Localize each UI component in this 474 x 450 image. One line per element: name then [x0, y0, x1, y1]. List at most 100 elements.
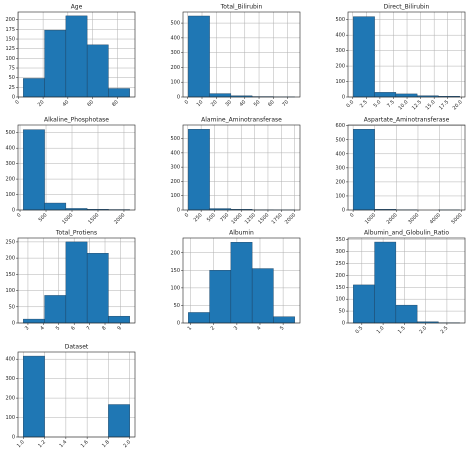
x-tick-label: 1.4 [58, 439, 68, 449]
y-tick-label: 0 [342, 321, 345, 327]
y-tick-label: 100 [170, 80, 180, 86]
chart-title: Age [71, 4, 83, 11]
x-tick-label: 0 [349, 212, 355, 218]
x-tick-label: 20.0 [452, 99, 464, 111]
y-tick-label: 175 [5, 27, 15, 33]
y-tick-label: 100 [5, 192, 15, 198]
y-tick-label: 100 [170, 193, 180, 199]
y-tick-label: 400 [5, 146, 15, 152]
x-tick-label: 1.0 [376, 325, 386, 335]
x-tick-label: 80 [111, 99, 120, 108]
bar [44, 29, 67, 98]
y-tick-label: 0 [12, 95, 15, 101]
y-tick-label: 200 [5, 256, 15, 262]
x-tick-label: 2000 [284, 212, 297, 225]
x-tick-label: 500 [38, 212, 49, 223]
bar [65, 241, 88, 324]
x-tick-label: 4 [256, 325, 262, 331]
x-tick-label: 1000 [230, 212, 243, 225]
x-tick-label: 2.5 [359, 99, 369, 109]
bar [23, 318, 45, 324]
y-tick-label: 500 [335, 17, 345, 23]
y-tick-label: 0 [342, 95, 345, 101]
y-tick-label: 0 [12, 435, 15, 441]
x-tick-label: 1500 [87, 212, 100, 225]
x-tick-label: 2.0 [418, 325, 428, 335]
chart-title: Albumin [229, 230, 254, 237]
y-tick-label: 50 [339, 309, 345, 315]
y-tick-label: 0 [177, 321, 180, 327]
bar [209, 93, 232, 98]
y-tick-label: 100 [5, 415, 15, 421]
y-tick-label: 0 [12, 208, 15, 214]
bar [44, 295, 67, 324]
x-tick-label: 50 [253, 99, 262, 108]
bar [108, 88, 130, 98]
y-tick-label: 200 [170, 250, 180, 256]
y-tick-label: 300 [335, 165, 345, 171]
bar [86, 44, 109, 98]
bar [23, 78, 45, 98]
bar [188, 312, 210, 324]
x-tick-label: 1.8 [101, 439, 111, 449]
y-tick-label: 0 [177, 208, 180, 214]
x-tick-label: 1250 [244, 212, 257, 225]
x-tick-label: 0 [184, 99, 190, 105]
x-tick-label: 60 [267, 99, 276, 108]
bar [108, 315, 130, 324]
y-tick-label: 0 [12, 321, 15, 327]
x-tick-label: 40 [62, 99, 71, 108]
y-tick-label: 50 [9, 75, 15, 81]
y-tick-label: 300 [5, 161, 15, 167]
bar [209, 270, 232, 324]
x-tick-label: 0.0 [345, 99, 355, 109]
y-tick-label: 400 [170, 35, 180, 41]
x-tick-label: 3000 [407, 212, 420, 225]
chart-title: Albumin_and_Globulin_Ratio [364, 230, 449, 237]
y-tick-label: 50 [9, 304, 15, 310]
bar [230, 242, 253, 324]
axes-frame [182, 237, 301, 324]
x-tick-label: 40 [239, 99, 248, 108]
y-tick-label: 250 [5, 239, 15, 245]
y-tick-label: 300 [170, 165, 180, 171]
y-tick-label: 100 [335, 297, 345, 303]
x-tick-label: 1.2 [37, 439, 47, 449]
x-tick-label: 1000 [61, 212, 74, 225]
x-tick-label: 8 [101, 325, 107, 331]
x-tick-label: 20 [37, 99, 46, 108]
axes-frame [347, 11, 466, 98]
x-tick-label: 1 [187, 325, 193, 331]
y-tick-label: 250 [335, 261, 345, 267]
x-tick-label: 4 [39, 325, 45, 331]
x-tick-label: 10 [196, 99, 205, 108]
x-tick-label: 2 [210, 325, 216, 331]
y-tick-label: 125 [5, 46, 15, 52]
bar [374, 92, 397, 98]
x-tick-label: 10.0 [397, 99, 409, 111]
x-tick-label: 500 [206, 212, 217, 223]
y-tick-label: 350 [335, 237, 345, 243]
x-tick-label: 15.0 [425, 99, 437, 111]
y-tick-label: 500 [335, 137, 345, 143]
y-tick-label: 75 [9, 66, 15, 72]
y-tick-label: 300 [335, 249, 345, 255]
y-tick-label: 500 [170, 21, 180, 27]
x-tick-label: 0 [184, 212, 190, 218]
x-tick-label: 1.5 [397, 325, 407, 335]
bar [395, 93, 418, 98]
y-tick-label: 300 [170, 50, 180, 56]
bar [353, 16, 375, 98]
x-tick-label: 250 [193, 212, 204, 223]
y-tick-label: 0 [177, 95, 180, 101]
y-tick-label: 150 [335, 285, 345, 291]
x-tick-label: 7 [86, 325, 92, 331]
y-tick-label: 400 [335, 33, 345, 39]
x-tick-label: 7.5 [386, 99, 396, 109]
y-tick-label: 100 [335, 79, 345, 85]
y-tick-label: 200 [170, 179, 180, 185]
x-tick-label: 4000 [429, 212, 442, 225]
bar [44, 202, 67, 211]
x-tick-label: 6 [70, 325, 76, 331]
